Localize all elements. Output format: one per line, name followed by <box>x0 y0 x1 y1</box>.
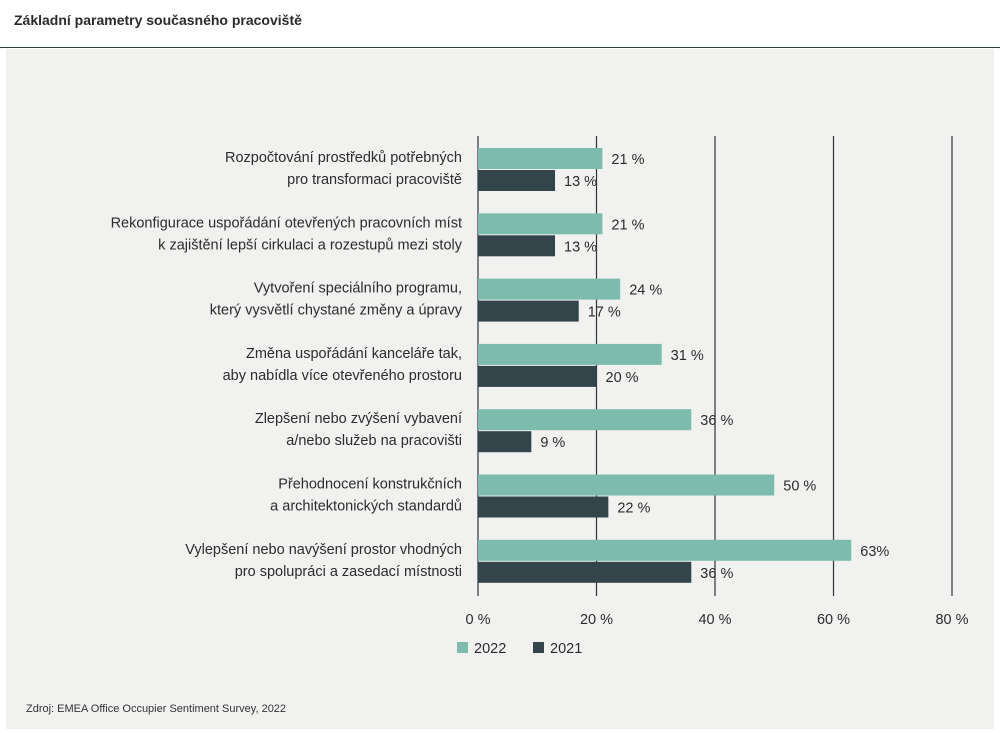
data-label-2021: 13 % <box>564 239 597 255</box>
bar-2021 <box>478 235 556 257</box>
legend-label-2022: 2022 <box>474 641 506 657</box>
legend-swatch-2021 <box>533 642 544 653</box>
category-label: Rozpočtování prostředků potřebných <box>225 150 462 166</box>
category-label: Změna uspořádání kanceláře tak, <box>246 346 462 362</box>
bar-2022 <box>478 278 621 300</box>
x-tick-label: 40 % <box>698 612 731 628</box>
bar-2021 <box>478 170 556 191</box>
data-label-2021: 20 % <box>606 370 639 386</box>
bar-2022 <box>478 539 852 561</box>
data-label-2022: 21 % <box>611 152 644 168</box>
bar-2021 <box>478 561 692 583</box>
category-label: a architektonických standardů <box>270 499 462 515</box>
bar-2022 <box>478 409 692 431</box>
data-label-2021: 9 % <box>540 435 565 451</box>
data-label-2022: 36 % <box>700 413 733 429</box>
category-label: aby nabídla více otevřeného prostoru <box>223 368 462 384</box>
bar-2021 <box>478 365 597 387</box>
data-label-2021: 13 % <box>564 174 597 190</box>
legend-swatch-2022 <box>457 642 468 653</box>
bar-2022 <box>478 343 662 365</box>
bar-2022 <box>478 213 603 235</box>
category-label: který vysvětlí chystané změny a úpravy <box>210 303 463 319</box>
data-label-2021: 22 % <box>617 501 650 517</box>
data-label-2021: 17 % <box>588 305 621 321</box>
bar-2022 <box>478 148 603 169</box>
category-label: k zajištění lepší cirkulaci a rozestupů … <box>158 237 463 253</box>
data-label-2021: 36 % <box>700 566 733 582</box>
source-note: Zdroj: EMEA Office Occupier Sentiment Su… <box>26 703 287 715</box>
category-label: Vylepšení nebo navýšení prostor vhodných <box>185 542 462 558</box>
x-tick-label: 20 % <box>580 612 613 628</box>
chart-title: Základní parametry současného pracoviště <box>14 12 302 28</box>
x-tick-label: 80 % <box>935 612 968 628</box>
data-label-2022: 31 % <box>671 348 704 364</box>
category-label: Rekonfigurace uspořádání otevřených prac… <box>111 215 462 231</box>
x-tick-label: 60 % <box>817 612 850 628</box>
category-label: pro spolupráci a zasedací místnosti <box>235 564 462 580</box>
category-label: pro transformaci pracoviště <box>287 172 462 188</box>
x-tick-label: 0 % <box>466 612 491 628</box>
bar-2021 <box>478 300 579 322</box>
category-label: a/nebo služeb na pracovišti <box>286 433 462 449</box>
title-divider <box>0 47 1000 48</box>
category-label: Vytvoření speciálního programu, <box>254 281 462 297</box>
bar-2022 <box>478 474 775 496</box>
data-label-2022: 63% <box>860 544 889 560</box>
bar-2021 <box>478 431 532 453</box>
data-label-2022: 21 % <box>611 217 644 233</box>
bar-2021 <box>478 496 609 518</box>
data-label-2022: 24 % <box>629 283 662 299</box>
legend-label-2021: 2021 <box>550 641 582 657</box>
data-label-2022: 50 % <box>783 479 816 495</box>
category-label: Zlepšení nebo zvýšení vybavení <box>255 411 462 427</box>
category-label: Přehodnocení konstrukčních <box>278 477 462 493</box>
